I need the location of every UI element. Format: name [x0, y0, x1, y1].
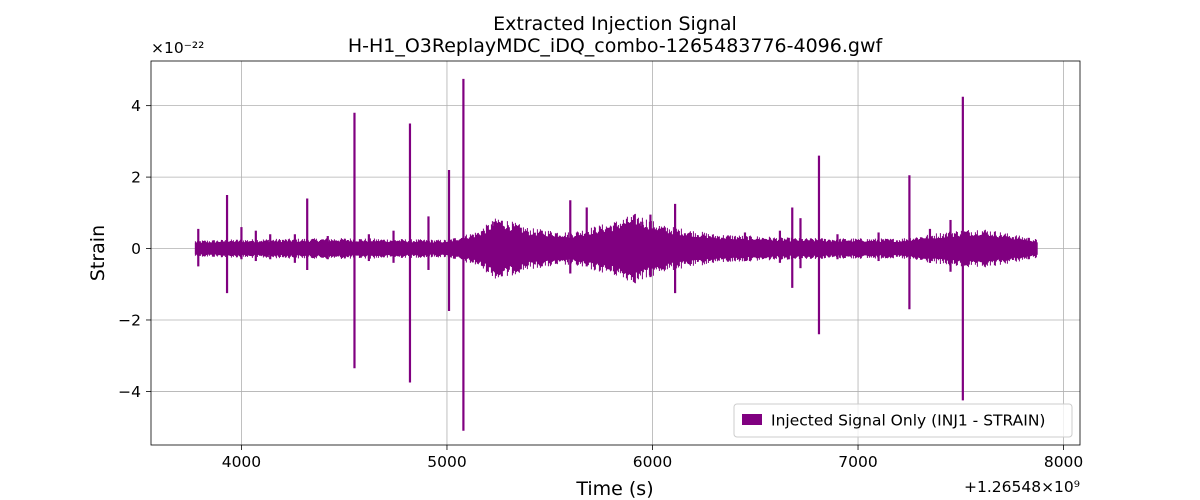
x-tick-label: 8000: [1044, 453, 1083, 471]
chart-title: Extracted Injection Signal: [493, 13, 737, 35]
x-tick-labels: 4000 5000 6000 7000 8000: [222, 453, 1084, 471]
y-tick-label: −4: [118, 383, 141, 401]
tick-marks: [146, 105, 1064, 450]
x-tick-label: 4000: [222, 453, 261, 471]
x-axis-label: Time (s): [575, 478, 653, 500]
axes-frame: [150, 60, 1081, 446]
x-offset-label: +1.26548×10⁹: [964, 478, 1080, 496]
legend-box: [733, 403, 1073, 438]
y-tick-label: 0: [131, 240, 141, 258]
plot-area: [194, 78, 1038, 431]
y-tick-labels: −4 −2 0 2 4: [118, 97, 141, 401]
legend-swatch: [742, 414, 762, 425]
x-tick-label: 6000: [633, 453, 672, 471]
x-tick-label: 5000: [427, 453, 466, 471]
y-tick-label: 4: [131, 97, 141, 115]
grid: [151, 61, 1080, 445]
y-scale-label: ×10⁻²²: [151, 39, 204, 57]
y-tick-label: −2: [118, 311, 141, 329]
x-tick-label: 7000: [838, 453, 877, 471]
legend: Injected Signal Only (INJ1 - STRAIN): [733, 403, 1073, 438]
legend-label: Injected Signal Only (INJ1 - STRAIN): [771, 412, 1045, 430]
y-tick-label: 2: [131, 169, 141, 187]
chart-subtitle: H-H1_O3ReplayMDC_iDQ_combo-1265483776-40…: [348, 35, 884, 57]
y-axis-label: Strain: [87, 225, 109, 281]
